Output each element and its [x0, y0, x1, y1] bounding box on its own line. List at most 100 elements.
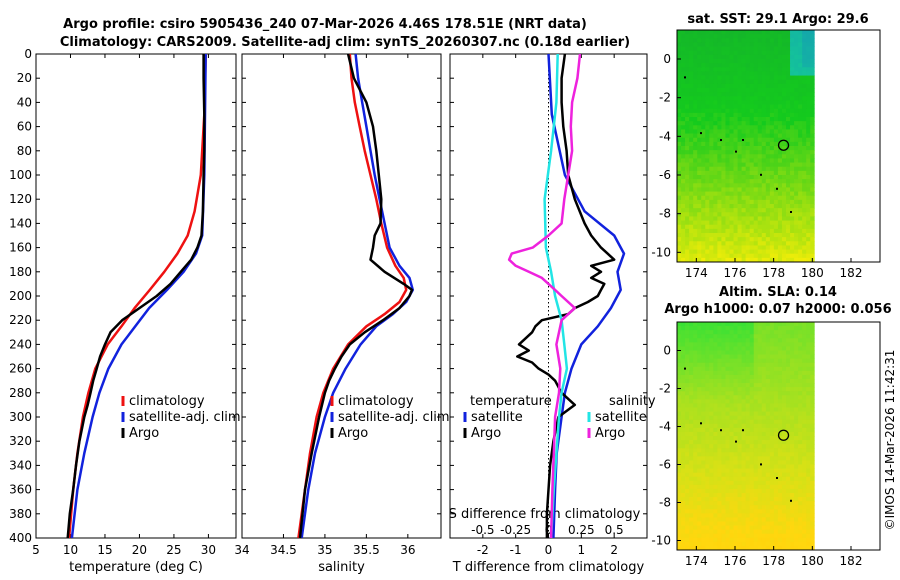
map-cell	[725, 423, 730, 429]
map-cell	[697, 358, 702, 364]
map-cell	[741, 59, 747, 64]
map-cell	[733, 237, 738, 242]
map-cell	[721, 468, 726, 474]
map-cell	[749, 517, 755, 522]
map-cell	[689, 71, 694, 76]
map-cell	[794, 472, 799, 478]
map-cell	[697, 427, 702, 433]
map-cell	[786, 509, 791, 514]
map-cell	[741, 403, 747, 408]
map-cell	[677, 476, 682, 482]
map-cell	[713, 448, 718, 453]
map-cell	[781, 166, 787, 172]
map-cell	[806, 448, 811, 453]
map-cell	[737, 59, 742, 64]
map-cell	[753, 46, 759, 52]
map-cell	[697, 121, 702, 126]
map-cell	[798, 100, 803, 105]
map-cell	[685, 199, 690, 205]
map-cell	[749, 83, 755, 89]
map-cell	[685, 241, 690, 246]
map-cell	[677, 545, 682, 551]
map-cell	[713, 415, 718, 421]
map-cell	[709, 46, 714, 52]
map-cell	[721, 117, 726, 122]
map-cell	[790, 533, 795, 539]
map-cell	[685, 195, 690, 201]
map-cell	[697, 456, 702, 461]
map-cell	[681, 338, 686, 343]
map-cell	[737, 456, 742, 461]
map-cell	[725, 71, 730, 76]
map-cell	[677, 108, 682, 114]
map-cell	[806, 63, 811, 68]
map-cell	[761, 141, 767, 147]
map-cell	[773, 108, 779, 114]
map-cell	[681, 497, 686, 502]
map-cell	[721, 480, 726, 486]
map-cell	[737, 92, 742, 97]
map-cell	[790, 431, 795, 437]
map-cell	[693, 517, 698, 522]
map-cell	[777, 141, 783, 147]
map-cell	[713, 175, 718, 180]
map-cell	[806, 204, 811, 209]
map-cell	[773, 541, 779, 547]
map-cell	[737, 249, 742, 255]
map-cell	[737, 108, 742, 114]
map-cell	[757, 249, 763, 255]
map-cell	[802, 237, 807, 242]
map-cell	[721, 366, 726, 372]
map-cell	[745, 187, 751, 192]
map-cell	[705, 383, 710, 388]
map-cell	[733, 42, 738, 47]
map-cell	[713, 108, 718, 114]
map-cell	[729, 501, 734, 506]
map-cell	[725, 100, 730, 105]
map-cell	[725, 158, 730, 163]
map-cell	[705, 395, 710, 400]
map-cell	[725, 452, 730, 457]
map-cell	[794, 233, 799, 238]
map-cell	[761, 399, 767, 404]
map-cell	[729, 448, 734, 453]
map-cell	[802, 137, 807, 143]
map-cell	[693, 179, 698, 184]
map-cell	[725, 129, 730, 134]
x-tick-label: 15	[97, 543, 112, 557]
map-cell	[806, 521, 811, 526]
map-cell	[773, 468, 779, 474]
map-cell	[717, 354, 722, 360]
map-cell	[769, 460, 775, 465]
map-cell	[721, 75, 726, 81]
map-cell	[749, 245, 755, 250]
map-cell	[745, 42, 751, 47]
map-cell	[717, 71, 722, 76]
map-cell	[773, 38, 779, 43]
map-cell	[737, 183, 742, 188]
map-cell	[737, 150, 742, 155]
map-cell	[798, 497, 803, 502]
map-cell	[729, 253, 734, 259]
map-cell	[810, 208, 815, 213]
map-cell	[798, 452, 803, 457]
map-cell	[757, 354, 763, 360]
argo-position-marker	[777, 139, 790, 151]
x-tick-label: 180	[801, 554, 824, 568]
map-cell	[777, 493, 783, 498]
map-cell	[769, 354, 775, 360]
map-cell	[781, 370, 787, 376]
map-cell	[737, 75, 742, 81]
map-cell	[705, 338, 710, 343]
map-cell	[753, 468, 759, 474]
map-cell	[802, 374, 807, 380]
map-cell	[697, 509, 702, 514]
map-cell	[786, 383, 791, 388]
map-cell	[773, 322, 779, 327]
map-cell	[693, 175, 698, 180]
map-cell	[769, 488, 775, 494]
map-cell	[685, 150, 690, 155]
map-cell	[677, 505, 682, 510]
map-cell	[705, 370, 710, 376]
map-cell	[709, 456, 714, 461]
